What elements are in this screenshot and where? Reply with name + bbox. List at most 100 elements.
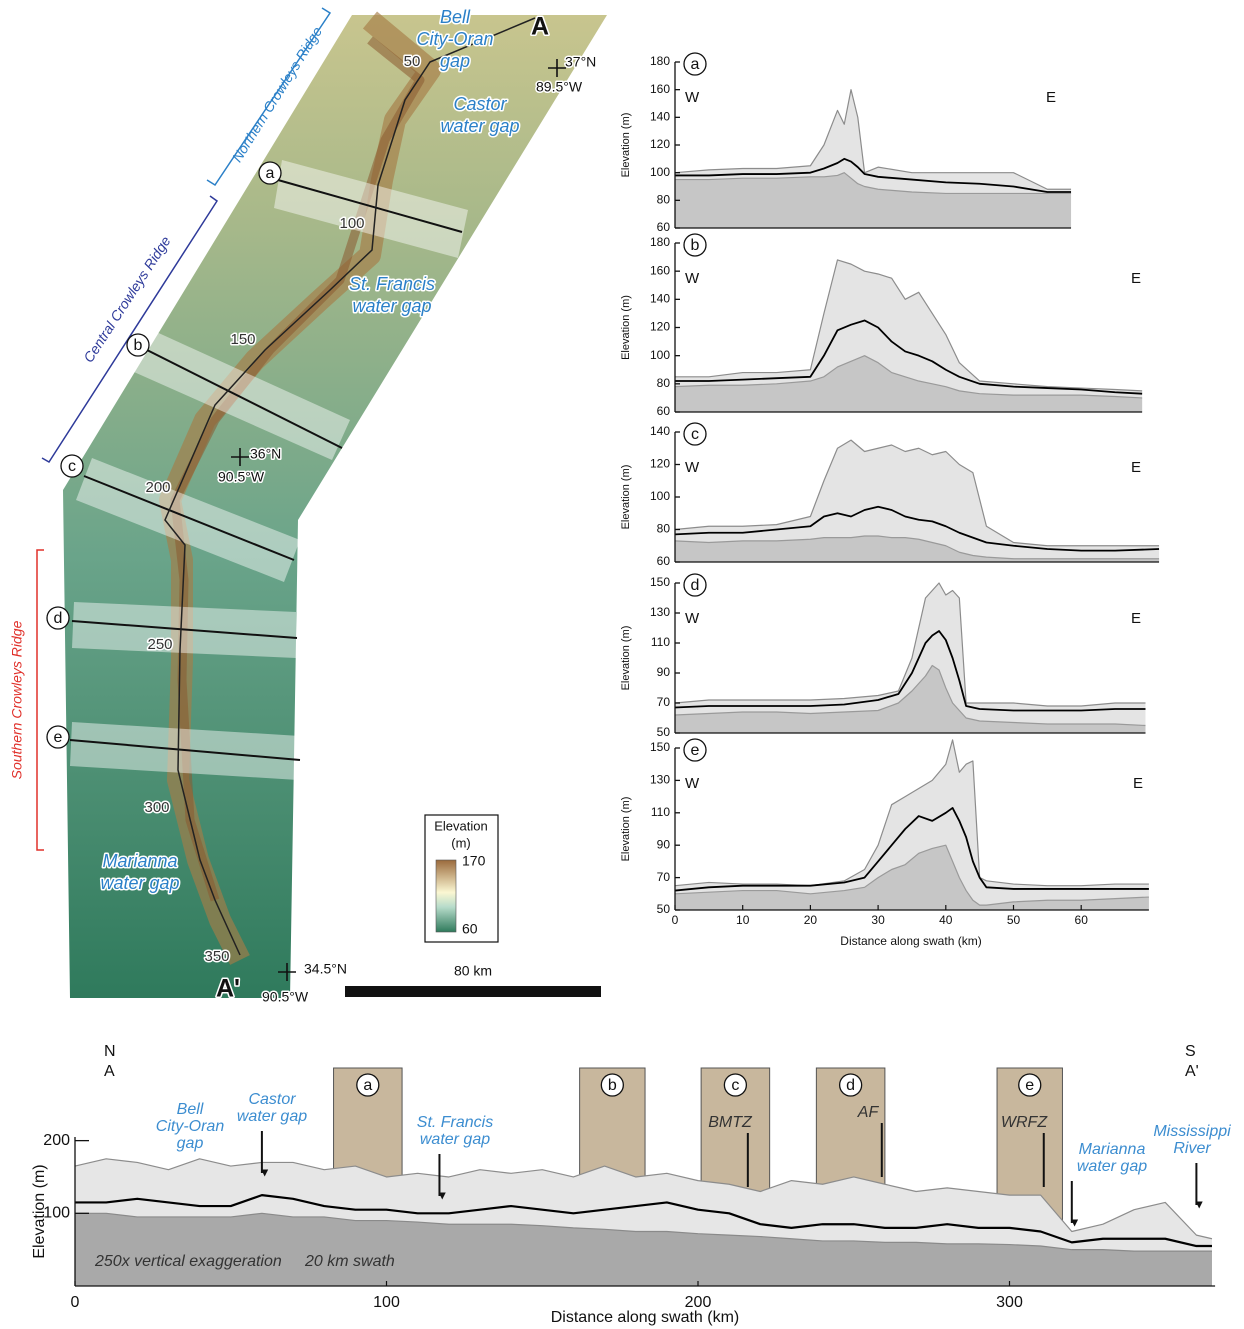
coord-label: 37°N	[565, 54, 596, 70]
y-axis-label: Elevation (m)	[620, 465, 632, 530]
y-tick-label: 100	[650, 348, 670, 362]
y-tick-label: 110	[651, 805, 670, 819]
coord-label: 90.5°W	[262, 989, 309, 1005]
annotation: St. Francis	[417, 1114, 493, 1131]
colorbar	[436, 860, 456, 932]
y-tick-label: 110	[651, 635, 670, 649]
y-tick-label: 150	[650, 575, 670, 589]
endpoint-label: A	[531, 13, 549, 41]
x-tick-label: 0	[672, 913, 679, 927]
x-tick-label: 60	[1075, 913, 1089, 927]
map	[37, 8, 607, 998]
scale-bar	[345, 986, 601, 997]
y-tick-label: 150	[650, 740, 670, 754]
y-tick-label: 180	[650, 54, 670, 68]
gap-label: gap	[440, 51, 470, 71]
letter-label: c	[691, 426, 699, 443]
y-tick-label: 80	[657, 376, 671, 390]
letter-label: a	[266, 165, 275, 182]
y-tick-label: 100	[650, 489, 670, 503]
annotation: water gap	[420, 1131, 490, 1148]
y-tick-label: 70	[657, 695, 671, 709]
distance-mark: 300	[144, 799, 169, 816]
y-tick-label: 130	[650, 773, 670, 787]
gap-label: City-Oran	[416, 29, 493, 49]
east-label: E	[1131, 610, 1141, 627]
letter-label: b	[134, 337, 143, 354]
annotation: AF	[857, 1104, 880, 1121]
x-tick-label: 100	[373, 1294, 400, 1311]
distance-mark: 200	[145, 479, 170, 496]
y-tick-label: 120	[650, 320, 670, 334]
letter-label: b	[691, 237, 700, 254]
distance-mark: 100	[339, 215, 364, 232]
y-tick-label: 80	[657, 193, 671, 207]
west-label: W	[685, 775, 700, 792]
annotation: Bell	[177, 1101, 204, 1118]
annotation: Mississippi	[1153, 1123, 1231, 1140]
letter-label: e	[691, 742, 700, 759]
gap-label: Castor	[453, 94, 507, 114]
east-label: E	[1131, 270, 1141, 287]
gap-label: St. Francis	[349, 274, 435, 294]
letter-label: d	[691, 577, 700, 594]
distance-mark: 150	[230, 331, 255, 348]
ridge-label: Southern Crowleys Ridge	[9, 620, 25, 779]
legend-max: 170	[462, 853, 486, 869]
y-tick-label: 120	[650, 457, 670, 471]
y-tick-label: 50	[657, 902, 671, 916]
letter-label: e	[54, 729, 63, 746]
letter-label: c	[68, 458, 76, 475]
distance-mark: 350	[204, 948, 229, 965]
bracket	[37, 550, 44, 850]
x-tick-label: 300	[996, 1294, 1023, 1311]
x-tick-label: 0	[71, 1294, 80, 1311]
west-label: W	[685, 459, 700, 476]
y-tick-label: 90	[657, 665, 671, 679]
coord-label: 36°N	[250, 446, 281, 462]
endpoint-label: A'	[216, 975, 240, 1003]
letter-label: b	[608, 1077, 617, 1094]
letter-label: e	[1025, 1077, 1034, 1094]
west-label: W	[685, 270, 700, 287]
gap-label: water gap	[440, 116, 519, 136]
figure: Northern Crowleys RidgeCentral Crowleys …	[0, 0, 1244, 1329]
letter-label: a	[363, 1077, 372, 1094]
y-tick-label: 160	[650, 263, 670, 277]
gap-label: Marianna	[102, 851, 177, 871]
y-tick-label: 70	[657, 870, 671, 884]
note: 20 km swath	[304, 1253, 395, 1270]
y-tick-label: 50	[657, 725, 671, 739]
gap-label: water gap	[100, 873, 179, 893]
x-tick-label: 40	[939, 913, 953, 927]
x-tick-label: 30	[871, 913, 885, 927]
x-axis-label: Distance along swath (km)	[840, 934, 981, 948]
y-tick-label: 60	[657, 220, 671, 234]
y-tick-label: 60	[657, 554, 671, 568]
legend-title: (m)	[451, 835, 471, 850]
coord-label: 89.5°W	[536, 79, 583, 95]
annotation: Castor	[248, 1091, 296, 1108]
scale-bar-label: 80 km	[454, 963, 492, 979]
y-axis-label: Elevation (m)	[620, 113, 632, 178]
x-tick-label: 10	[736, 913, 750, 927]
coord-label: 90.5°W	[218, 469, 265, 485]
note: 250x vertical exaggeration	[94, 1253, 282, 1270]
letter-label: c	[731, 1077, 739, 1094]
legend-min: 60	[462, 921, 478, 937]
east-label: E	[1131, 459, 1141, 476]
y-tick-label: 200	[43, 1132, 70, 1149]
y-tick-label: 140	[650, 424, 670, 438]
y-tick-label: 160	[650, 82, 670, 96]
annotation: Marianna	[1079, 1141, 1146, 1158]
west-label: W	[685, 610, 700, 627]
y-tick-label: 90	[657, 837, 671, 851]
annotation: BMTZ	[708, 1114, 753, 1131]
direction-label: A	[104, 1063, 115, 1080]
legend-title: Elevation	[434, 818, 487, 833]
east-label: E	[1046, 89, 1056, 106]
y-tick-label: 180	[650, 235, 670, 249]
y-tick-label: 130	[650, 605, 670, 619]
annotation: City-Oran	[156, 1118, 225, 1135]
y-axis-label: Elevation (m)	[31, 1164, 48, 1258]
